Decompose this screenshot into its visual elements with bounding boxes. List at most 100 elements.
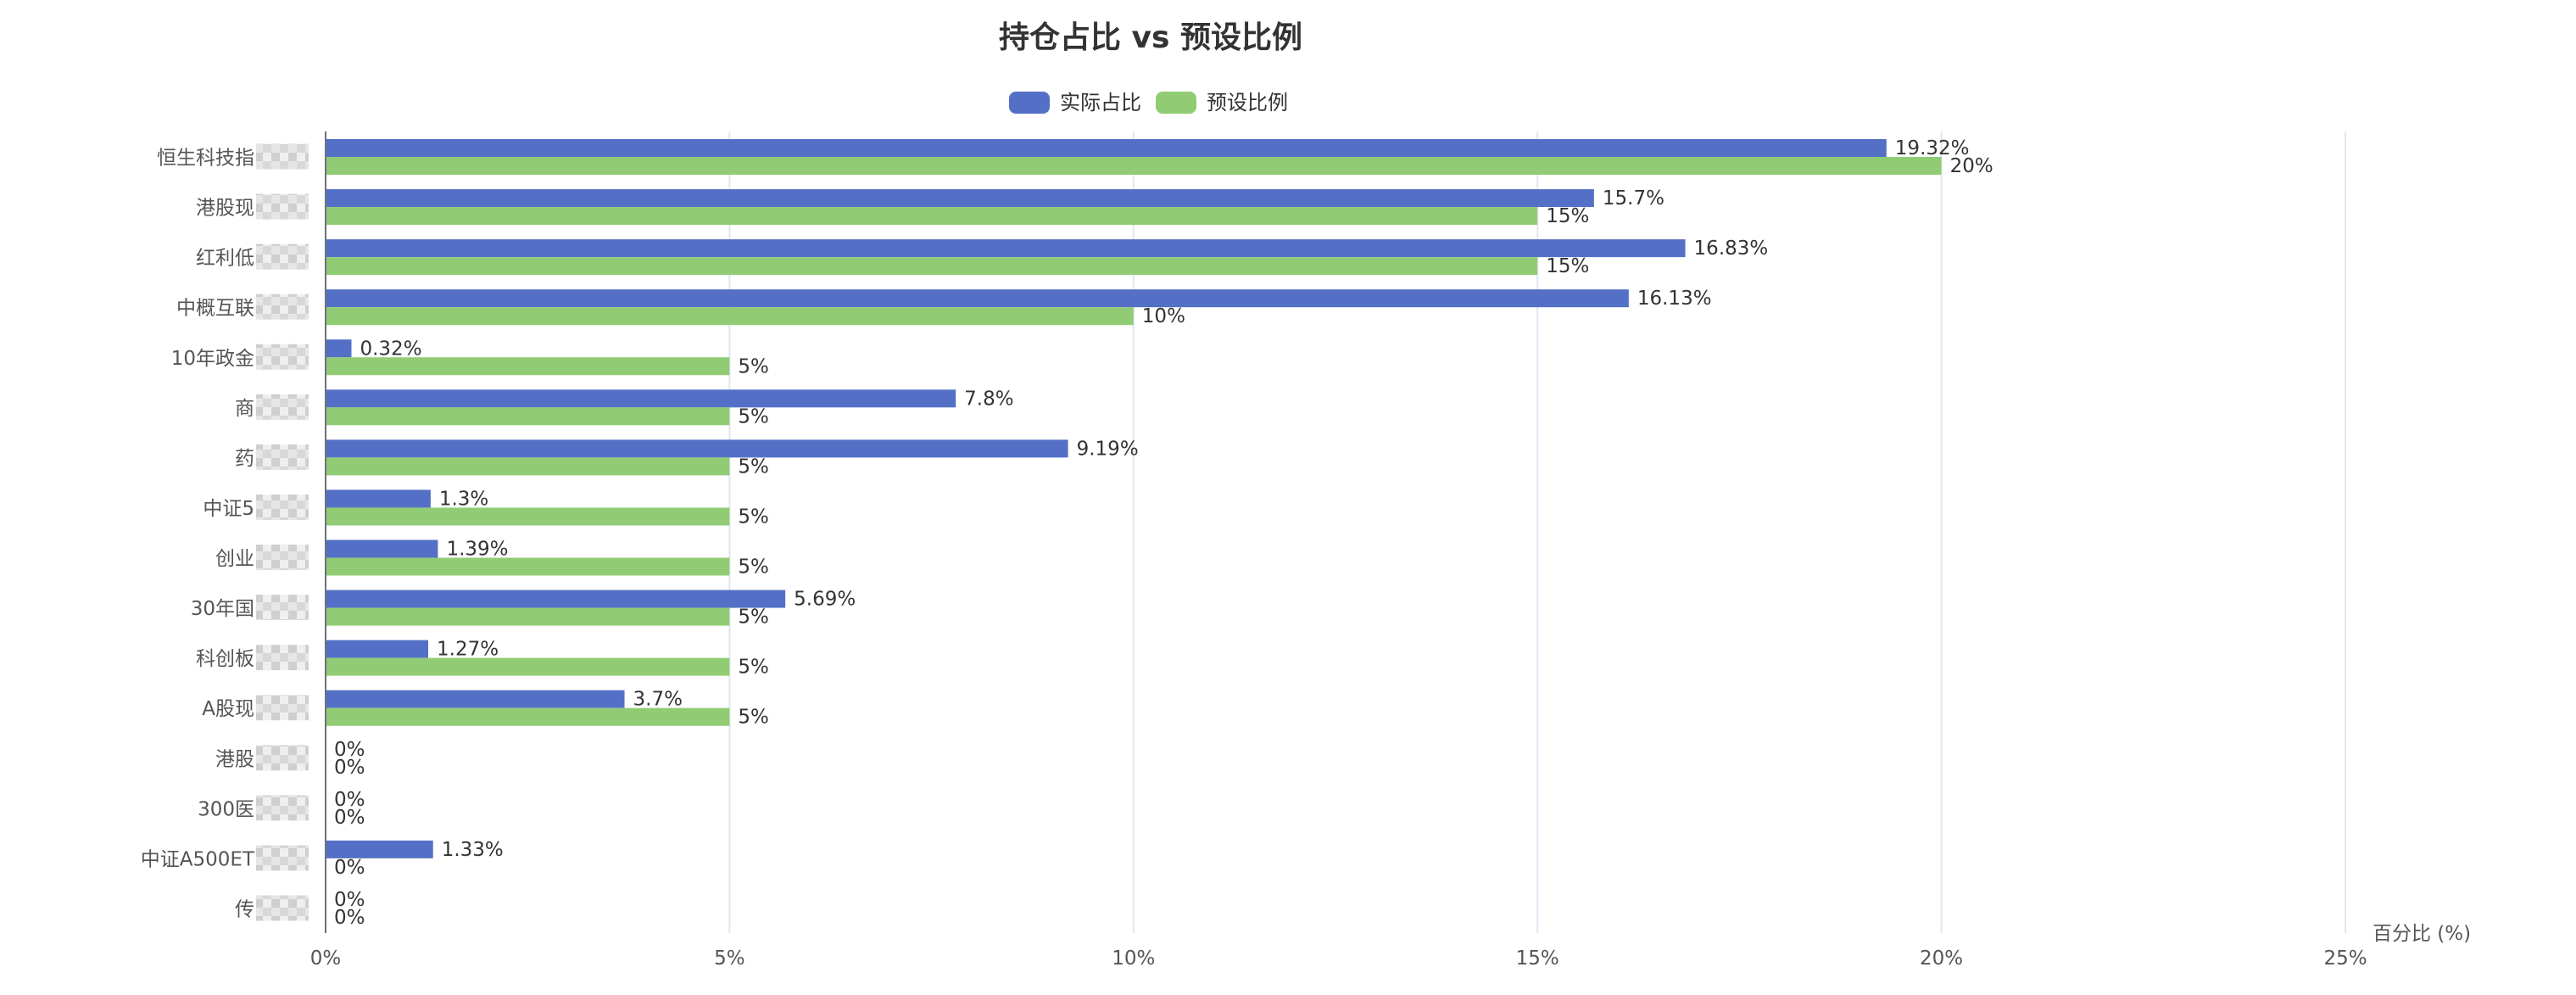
bar-target[interactable] xyxy=(326,607,730,626)
redacted-text-block xyxy=(256,845,309,871)
bar-actual[interactable] xyxy=(326,489,431,508)
data-label-actual: 0% xyxy=(334,889,365,911)
redacted-text-block xyxy=(256,795,309,821)
redacted-text-block xyxy=(256,394,309,420)
bar-actual[interactable] xyxy=(326,239,1686,258)
data-label-target: 5% xyxy=(738,355,769,377)
redacted-text-block xyxy=(256,595,309,621)
bar-target[interactable] xyxy=(326,457,730,476)
x-tick-label: 25% xyxy=(2323,947,2367,970)
x-tick-label: 0% xyxy=(310,947,342,970)
category-label: 30年国 xyxy=(191,595,309,621)
category-label: A股现 xyxy=(202,695,309,721)
redacted-text-block xyxy=(256,293,309,320)
bar-actual[interactable] xyxy=(326,640,429,658)
redacted-text-block xyxy=(256,695,309,721)
category-label: 中概互联 xyxy=(176,293,309,320)
redacted-text-block xyxy=(256,545,309,571)
legend-swatch-actual[interactable] xyxy=(1009,92,1050,114)
category-text: 商 xyxy=(235,398,254,420)
category-text: 港股现 xyxy=(196,198,254,220)
bar-target[interactable] xyxy=(326,657,730,676)
data-label-actual: 9.19% xyxy=(1077,438,1139,460)
x-axis-ticks: 0% 5% 10% 15% 20% 25% xyxy=(310,947,2367,970)
x-tick-label: 20% xyxy=(1920,947,1963,970)
bar-target[interactable] xyxy=(326,557,730,576)
data-label-target: 5% xyxy=(738,456,769,478)
category-label: 药 xyxy=(235,444,309,470)
bar-target[interactable] xyxy=(326,257,1538,276)
redacted-text-block xyxy=(256,243,309,270)
data-label-actual: 1.39% xyxy=(446,539,508,561)
data-label-actual: 1.27% xyxy=(437,639,499,661)
data-label-actual: 7.8% xyxy=(964,388,1013,410)
data-label-target: 15% xyxy=(1546,205,1589,227)
bar-target[interactable] xyxy=(326,407,730,426)
category-text: 药 xyxy=(235,448,254,470)
category-label: 传 xyxy=(235,895,309,921)
legend-label-actual[interactable]: 实际占比 xyxy=(1060,91,1141,115)
chart-legend: 实际占比 预设比例 xyxy=(1009,91,1288,115)
x-tick-label: 10% xyxy=(1112,947,1155,970)
x-tick-label: 15% xyxy=(1516,947,1559,970)
data-label-target: 0% xyxy=(334,757,365,779)
x-tick-label: 5% xyxy=(714,947,745,970)
data-label-target: 10% xyxy=(1142,305,1185,327)
category-label: 港股现 xyxy=(196,193,309,220)
bar-actual[interactable] xyxy=(326,139,1887,157)
category-text: 科创板 xyxy=(196,648,254,670)
data-label-target: 0% xyxy=(334,907,365,929)
bar-actual[interactable] xyxy=(326,189,1594,208)
data-label-actual: 19.32% xyxy=(1895,137,1970,159)
data-label-actual: 16.83% xyxy=(1694,238,1769,260)
legend-swatch-target[interactable] xyxy=(1156,92,1196,114)
bar-actual[interactable] xyxy=(326,389,956,408)
data-label-actual: 3.7% xyxy=(633,689,683,711)
redacted-text-block xyxy=(256,193,309,220)
bar-target[interactable] xyxy=(326,507,730,526)
redacted-text-block xyxy=(256,895,309,921)
bar-target[interactable] xyxy=(326,207,1538,226)
bar-actual[interactable] xyxy=(326,840,433,858)
data-label-target: 15% xyxy=(1546,255,1589,277)
bar-actual[interactable] xyxy=(326,339,352,358)
bar-actual[interactable] xyxy=(326,289,1629,308)
bar-target[interactable] xyxy=(326,707,730,726)
bar-actual[interactable] xyxy=(326,690,625,708)
category-label: 中证5 xyxy=(203,494,309,520)
redacted-text-block xyxy=(256,645,309,671)
category-text: 传 xyxy=(235,898,254,920)
x-axis-label: 百分比 (%) xyxy=(2372,923,2471,945)
bar-actual[interactable] xyxy=(326,590,786,608)
category-text: A股现 xyxy=(202,698,254,720)
redacted-text-block xyxy=(256,444,309,470)
bar-actual[interactable] xyxy=(326,439,1068,458)
data-label-target: 5% xyxy=(738,707,769,729)
category-label: 商 xyxy=(235,394,309,420)
bars xyxy=(326,139,1942,858)
category-label: 中证A500ET xyxy=(141,845,309,871)
category-label: 红利低 xyxy=(196,243,309,270)
data-label-target: 5% xyxy=(738,607,769,629)
bar-target[interactable] xyxy=(326,357,730,376)
legend-label-target[interactable]: 预设比例 xyxy=(1207,91,1288,115)
data-label-target: 0% xyxy=(334,807,365,829)
bar-target[interactable] xyxy=(326,157,1942,175)
data-label-target: 5% xyxy=(738,556,769,579)
category-text: 10年政金 xyxy=(171,348,254,370)
redacted-text-block xyxy=(256,494,309,520)
category-label: 10年政金 xyxy=(171,344,309,370)
redacted-text-block xyxy=(256,745,309,771)
bar-actual[interactable] xyxy=(326,539,438,558)
data-label-actual: 1.3% xyxy=(439,488,488,510)
category-text: 红利低 xyxy=(196,248,254,270)
data-label-actual: 5.69% xyxy=(794,589,856,611)
bar-target[interactable] xyxy=(326,307,1134,326)
category-label: 恒生科技指 xyxy=(157,143,309,170)
category-label: 科创板 xyxy=(196,645,309,671)
redacted-text-block xyxy=(256,344,309,370)
category-text: 300医 xyxy=(198,798,254,820)
